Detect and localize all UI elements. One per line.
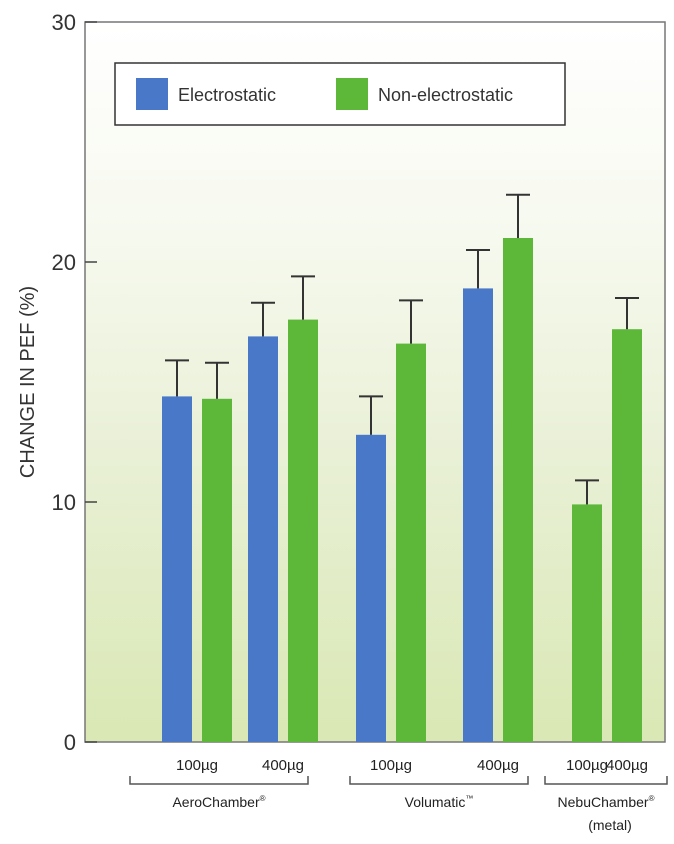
legend: Electrostatic Non-electrostatic <box>114 62 566 126</box>
y-tick-label: 0 <box>64 730 76 755</box>
legend-label-electrostatic: Electrostatic <box>178 85 276 105</box>
group-label-text: AeroChamber <box>172 794 259 810</box>
bar-non-electrostatic <box>396 343 426 742</box>
legend-swatch-electrostatic <box>136 78 168 110</box>
bar-non-electrostatic <box>202 398 232 742</box>
dose-label: 400µg <box>262 757 304 774</box>
group-label: AeroChamber® <box>172 794 265 810</box>
group-bracket <box>349 776 529 785</box>
y-tick-label: 10 <box>52 490 76 515</box>
bar-non-electrostatic <box>572 504 602 742</box>
bar-electrostatic <box>356 434 386 742</box>
group-label-mark: ® <box>649 794 655 803</box>
bar-non-electrostatic <box>612 329 642 742</box>
legend-swatch-non-electrostatic <box>336 78 368 110</box>
x-axis: 100µg 400µg 100µg 400µg 100µg400µgAeroChambe… <box>129 757 668 833</box>
bar-electrostatic <box>463 288 493 742</box>
bar-non-electrostatic <box>288 319 318 742</box>
bars <box>162 193 642 742</box>
bar-electrostatic <box>162 396 192 742</box>
group-label-text: NebuChamber <box>558 794 649 810</box>
group-sublabel: (metal) <box>588 817 632 833</box>
group-label: Volumatic™ <box>405 794 474 810</box>
dose-label: 100µg <box>566 757 608 774</box>
dose-label: 100µg <box>176 757 218 774</box>
group-label-mark: ™ <box>465 794 473 803</box>
legend-label-non-electrostatic: Non-electrostatic <box>378 85 513 105</box>
bar-electrostatic <box>248 336 278 742</box>
y-axis-label: CHANGE IN PEF (%) <box>17 286 39 478</box>
dose-label: 400µg <box>606 757 648 774</box>
y-tick-label: 20 <box>52 250 76 275</box>
group-label-mark: ® <box>260 794 266 803</box>
bar-non-electrostatic <box>503 238 533 742</box>
group-label-text: Volumatic <box>405 794 466 810</box>
dose-label: 100µg <box>370 757 412 774</box>
group-bracket <box>129 776 309 785</box>
group-label: NebuChamber® <box>558 794 655 810</box>
y-axis: 0 10 20 30 <box>52 10 97 755</box>
y-tick-label: 30 <box>52 10 76 35</box>
legend-box <box>114 62 566 126</box>
group-bracket <box>544 776 668 785</box>
dose-label: 400µg <box>477 757 519 774</box>
